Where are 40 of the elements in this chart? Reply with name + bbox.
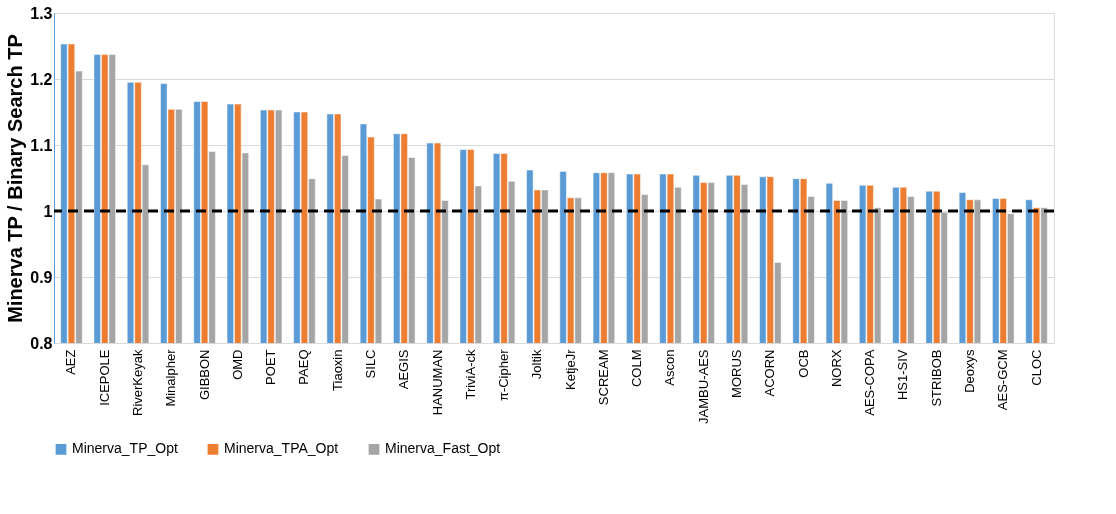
x-tick-label: HANUMAN bbox=[429, 349, 445, 416]
x-tick-label: GIBBON bbox=[196, 349, 212, 401]
x-tick-label: JAMBU-AES bbox=[695, 349, 711, 424]
y-tick-label: 1.2 bbox=[30, 70, 53, 88]
x-tick-label: TriviA-ck bbox=[462, 349, 478, 400]
x-tick-label: Tiaoxin bbox=[329, 349, 345, 391]
x-tick-label: Minalpher bbox=[163, 348, 179, 407]
legend-label: Minerva_Fast_Opt bbox=[385, 440, 501, 457]
x-tick-label: AEGIS bbox=[396, 349, 412, 390]
y-axis-title: Minerva TP / Binary Search TP bbox=[4, 34, 27, 323]
x-tick-label: AES-COPA bbox=[862, 349, 878, 416]
y-tick-label: 1.1 bbox=[30, 136, 53, 154]
legend-label: Minerva_TP_Opt bbox=[72, 440, 178, 457]
legend-label: Minerva_TPA_Opt bbox=[224, 440, 339, 457]
x-tick-label: π-Cipher bbox=[496, 348, 512, 402]
x-tick-label: OCB bbox=[795, 349, 811, 378]
x-tick-label: Ascon bbox=[662, 349, 678, 386]
x-tick-label: KetjeJr bbox=[562, 348, 578, 390]
x-tick-label: POET bbox=[263, 349, 279, 385]
y-tick-label: 1.3 bbox=[30, 4, 53, 22]
y-tick-label: 1 bbox=[43, 202, 53, 220]
x-tick-label: STRIBOB bbox=[928, 349, 944, 407]
y-tick-label: 0.9 bbox=[30, 268, 53, 286]
x-tick-label: SILC bbox=[362, 349, 378, 379]
x-tick-label: SCREAM bbox=[595, 349, 611, 406]
y-tick-label: 0.8 bbox=[30, 334, 53, 352]
x-tick-label: Deoxys bbox=[961, 349, 977, 393]
x-tick-label: HS1-SIV bbox=[895, 349, 911, 401]
x-tick-label: CLOC bbox=[1028, 349, 1044, 386]
x-tick-label: COLM bbox=[629, 349, 645, 388]
x-tick-label: AES-GCM bbox=[995, 349, 1011, 411]
x-tick-label: PAEQ bbox=[296, 349, 312, 385]
x-tick-label: ACORN bbox=[762, 349, 778, 397]
x-tick-label: OMD bbox=[229, 349, 245, 380]
x-tick-label: RiverKeyak bbox=[130, 349, 146, 416]
x-tick-label: NORX bbox=[828, 349, 844, 388]
x-tick-label: Joltik bbox=[529, 349, 545, 380]
x-tick-label: AEZ bbox=[63, 349, 79, 375]
x-tick-label: MORUS bbox=[729, 349, 745, 398]
x-tick-label: ICEPOLE bbox=[96, 349, 112, 406]
